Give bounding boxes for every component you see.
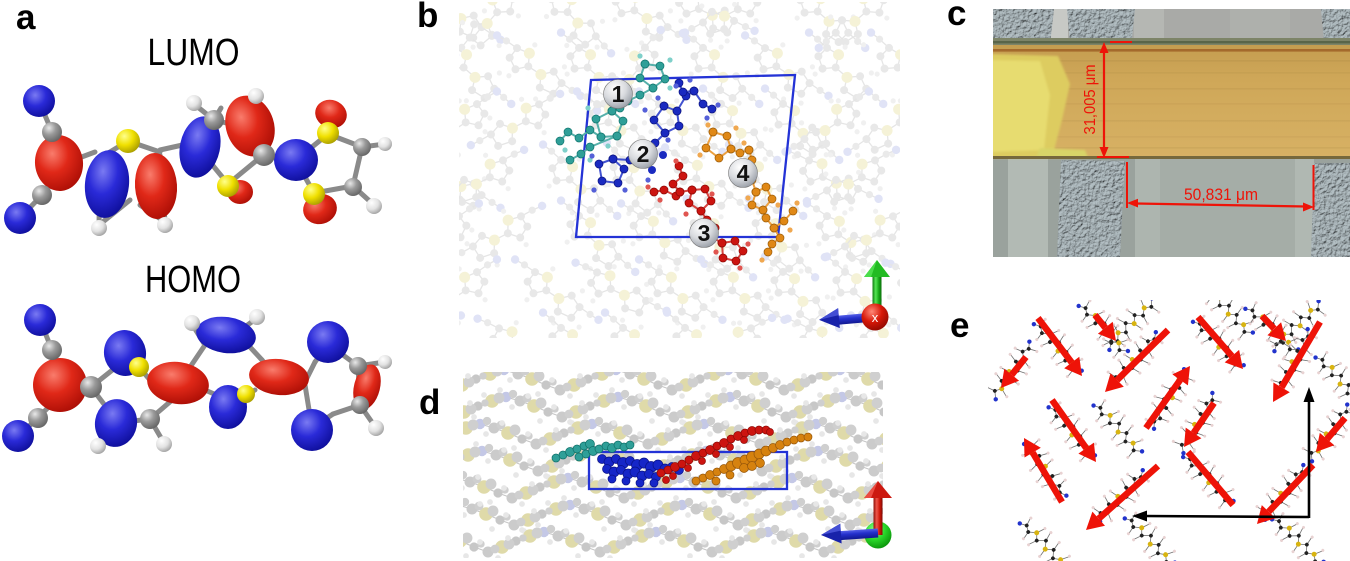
svg-text:a: a xyxy=(16,0,36,37)
svg-text:1: 1 xyxy=(612,81,625,107)
svg-text:HOMO: HOMO xyxy=(145,259,241,301)
svg-text:2: 2 xyxy=(637,141,650,167)
svg-text:3: 3 xyxy=(698,220,711,246)
svg-text:x: x xyxy=(872,310,879,325)
svg-text:c: c xyxy=(947,0,966,33)
svg-text:d: d xyxy=(419,383,440,422)
svg-text:b: b xyxy=(417,0,438,35)
svg-text:e: e xyxy=(950,306,969,345)
svg-text:50,831 μm: 50,831 μm xyxy=(1184,186,1258,204)
svg-text:4: 4 xyxy=(737,160,750,186)
svg-text:31,005 μm: 31,005 μm xyxy=(1082,65,1099,135)
svg-text:LUMO: LUMO xyxy=(148,32,240,74)
